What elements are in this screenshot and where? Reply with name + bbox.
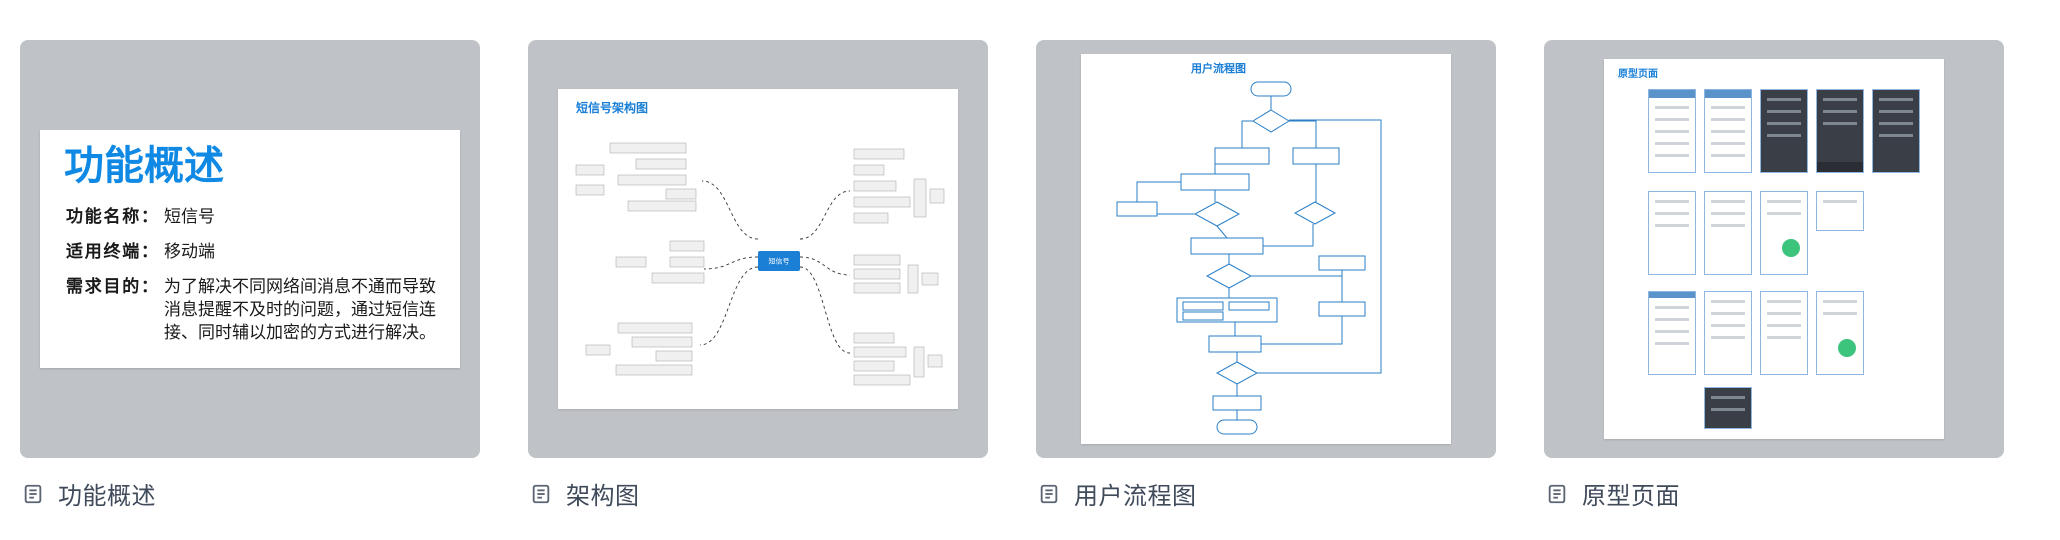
doc-slide-row: 功能名称： 短信号: [66, 206, 444, 229]
prototype-screen: [1760, 89, 1808, 173]
thumbnail[interactable]: 功能概述 功能名称： 短信号 适用终端： 移动端 需求目的： 为了解决不同网络间…: [20, 40, 480, 458]
prototype-screen: [1648, 191, 1696, 275]
doc-slide-row: 需求目的： 为了解决不同网络间消息不通而导致消息提醒不及时的问题，通过短信连接、…: [66, 276, 444, 345]
document-icon: [530, 483, 552, 505]
doc-row-label: 适用终端：: [66, 241, 158, 264]
flowchart-svg: [1081, 54, 1451, 444]
doc-slide-row: 适用终端： 移动端: [66, 241, 444, 264]
card-caption[interactable]: 用户流程图: [1036, 458, 1496, 511]
gallery-card[interactable]: 用户流程图 用户流程图: [1036, 40, 1496, 511]
thumbnail[interactable]: 短信号架构图 短信号: [528, 40, 988, 458]
prototype-preview: 原型页面: [1604, 59, 1944, 439]
thumbnail[interactable]: 原型页面: [1544, 40, 2004, 458]
card-caption-text: 用户流程图: [1074, 476, 1197, 511]
prototype-screen: [1816, 291, 1864, 375]
prototype-screen: [1816, 89, 1864, 173]
prototype-screen: [1872, 89, 1920, 173]
doc-slide-preview: 功能概述 功能名称： 短信号 适用终端： 移动端 需求目的： 为了解决不同网络间…: [40, 130, 460, 368]
doc-row-value: 短信号: [164, 206, 444, 229]
doc-row-value: 移动端: [164, 241, 444, 264]
prototype-title: 原型页面: [1618, 65, 1658, 80]
prototype-screen: [1704, 291, 1752, 375]
gallery-card[interactable]: 短信号架构图 短信号 架构图: [528, 40, 988, 511]
mindmap-preview: 短信号架构图 短信号: [558, 89, 958, 409]
mindmap-svg: 短信号: [558, 89, 958, 409]
doc-row-label: 需求目的：: [66, 276, 158, 345]
prototype-screen: [1760, 291, 1808, 375]
prototype-screen: [1704, 387, 1752, 429]
document-icon: [1546, 483, 1568, 505]
thumbnail[interactable]: 用户流程图: [1036, 40, 1496, 458]
card-caption[interactable]: 原型页面: [1544, 458, 2004, 511]
doc-slide-title: 功能概述: [64, 144, 444, 188]
flowchart-preview: 用户流程图: [1081, 54, 1451, 444]
card-caption-text: 架构图: [566, 476, 640, 511]
prototype-screen: [1704, 89, 1752, 173]
gallery-card[interactable]: 功能概述 功能名称： 短信号 适用终端： 移动端 需求目的： 为了解决不同网络间…: [20, 40, 480, 511]
prototype-screen: [1816, 191, 1864, 231]
prototype-screen: [1648, 291, 1696, 375]
card-caption-text: 功能概述: [58, 476, 156, 511]
prototype-screen: [1704, 191, 1752, 275]
card-caption-text: 原型页面: [1582, 476, 1680, 511]
doc-row-value: 为了解决不同网络间消息不通而导致消息提醒不及时的问题，通过短信连接、同时辅以加密…: [164, 276, 444, 345]
gallery-card[interactable]: 原型页面 原型页面: [1544, 40, 2004, 511]
svg-text:短信号: 短信号: [769, 257, 790, 266]
card-caption[interactable]: 功能概述: [20, 458, 480, 511]
prototype-screen: [1760, 191, 1808, 275]
card-caption[interactable]: 架构图: [528, 458, 988, 511]
prototype-screen: [1648, 89, 1696, 173]
doc-row-label: 功能名称：: [66, 206, 158, 229]
document-icon: [22, 483, 44, 505]
document-icon: [1038, 483, 1060, 505]
document-gallery: 功能概述 功能名称： 短信号 适用终端： 移动端 需求目的： 为了解决不同网络间…: [0, 0, 2060, 531]
